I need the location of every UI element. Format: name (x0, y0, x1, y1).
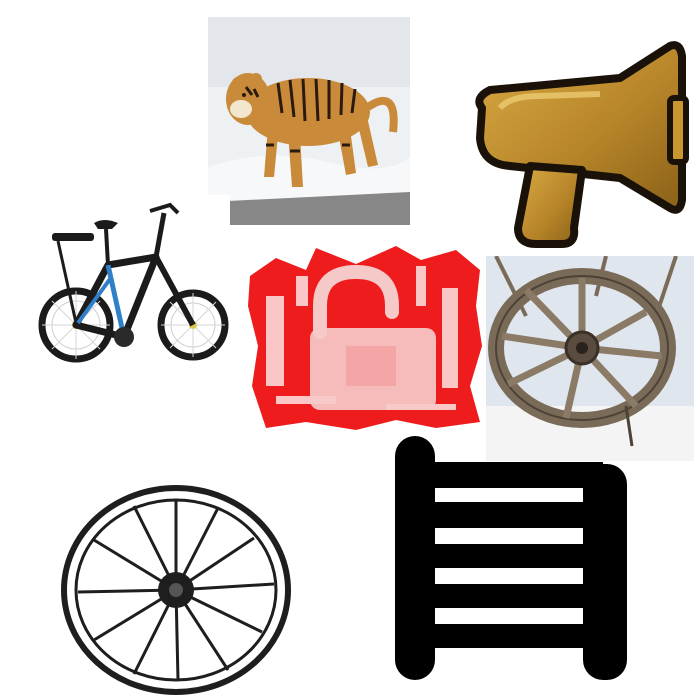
wooden-cart-wheel-image (486, 256, 694, 461)
megaphone-icon (470, 38, 695, 253)
tiger-image (208, 17, 410, 225)
unlocked-padlock-icon (246, 236, 484, 432)
bicycle-image (38, 195, 230, 400)
wagon-wheel-drawing (58, 480, 298, 698)
ladder-icon (393, 436, 629, 680)
